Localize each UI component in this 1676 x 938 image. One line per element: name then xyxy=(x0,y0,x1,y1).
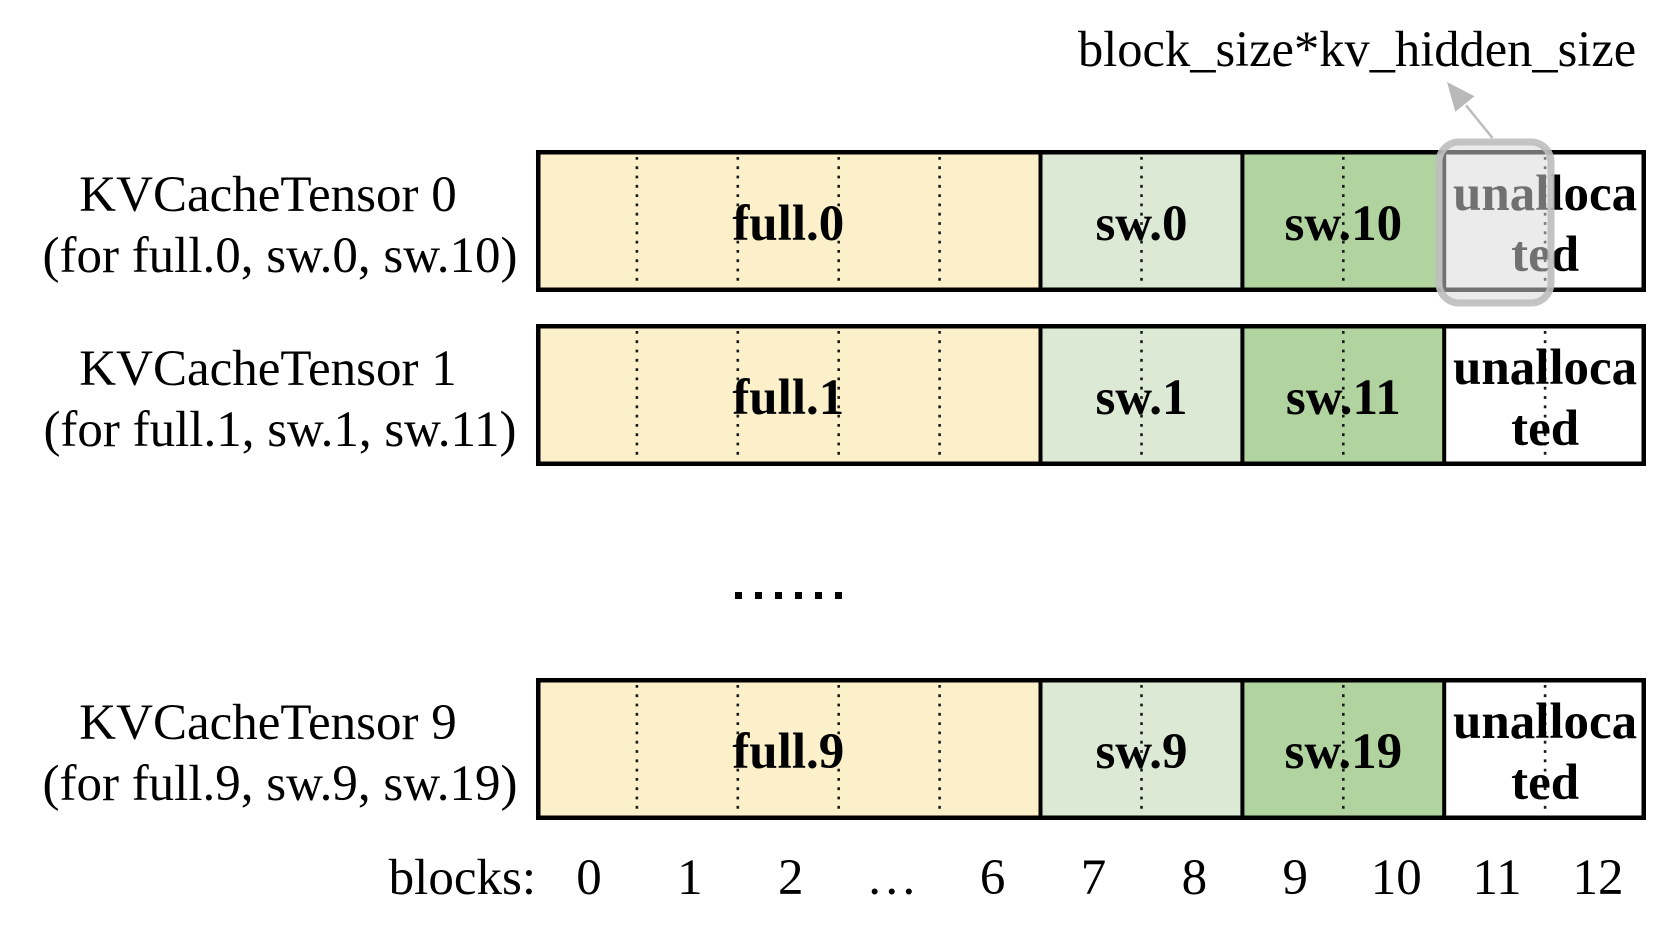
svg-text:11: 11 xyxy=(1473,850,1522,906)
svg-text:(for full.9, sw.9, sw.19): (for full.9, sw.9, sw.19) xyxy=(43,756,518,812)
svg-text:10: 10 xyxy=(1371,850,1422,906)
svg-text:sw.0: sw.0 xyxy=(1095,196,1187,252)
svg-text:(for full.1, sw.1, sw.11): (for full.1, sw.1, sw.11) xyxy=(43,402,516,458)
svg-text:ted: ted xyxy=(1511,755,1579,811)
svg-text:9: 9 xyxy=(1283,850,1309,906)
svg-text:full.9: full.9 xyxy=(732,724,844,780)
svg-text:7: 7 xyxy=(1081,850,1107,906)
svg-text:sw.10: sw.10 xyxy=(1284,196,1402,252)
svg-text:unalloca: unalloca xyxy=(1453,694,1637,750)
svg-text:KVCacheTensor 1: KVCacheTensor 1 xyxy=(79,341,456,397)
svg-text:KVCacheTensor 0: KVCacheTensor 0 xyxy=(79,167,456,223)
svg-text:sw.9: sw.9 xyxy=(1095,724,1187,780)
svg-text:unalloca: unalloca xyxy=(1453,340,1637,396)
svg-text:full.1: full.1 xyxy=(732,370,844,426)
svg-text:sw.19: sw.19 xyxy=(1284,724,1402,780)
svg-text:12: 12 xyxy=(1573,850,1624,906)
svg-text:(for full.0, sw.0, sw.10): (for full.0, sw.0, sw.10) xyxy=(43,228,518,284)
svg-text:full.0: full.0 xyxy=(732,196,844,252)
svg-text:ted: ted xyxy=(1511,401,1579,457)
svg-text:block_size*kv_hidden_size: block_size*kv_hidden_size xyxy=(1078,21,1636,77)
svg-text:1: 1 xyxy=(677,850,703,906)
svg-text:8: 8 xyxy=(1182,850,1208,906)
svg-text:sw.1: sw.1 xyxy=(1095,370,1187,426)
svg-text:sw.11: sw.11 xyxy=(1286,370,1401,426)
svg-text:…: … xyxy=(866,850,917,906)
svg-text:2: 2 xyxy=(778,850,804,906)
svg-text:KVCacheTensor 9: KVCacheTensor 9 xyxy=(79,695,456,751)
svg-text:0: 0 xyxy=(576,850,602,906)
svg-text:6: 6 xyxy=(980,850,1006,906)
svg-text:blocks:: blocks: xyxy=(389,850,536,906)
